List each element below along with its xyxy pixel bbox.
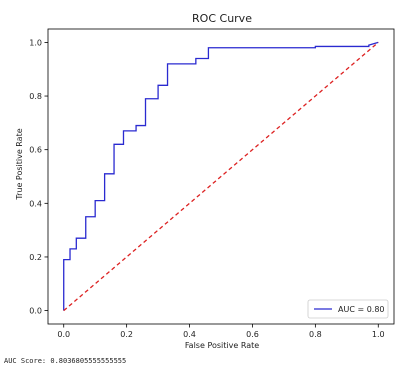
y-tick-label: 1.0	[29, 38, 42, 47]
x-tick-label: 0.2	[120, 330, 133, 339]
plot-frame	[47, 28, 395, 325]
svg-text:True Positive Rate: True Positive Rate	[15, 128, 24, 200]
y-tick-label: 0.4	[29, 199, 42, 208]
roc-chart: ROC Curve True Positive Rate False Posit…	[15, 12, 395, 350]
x-tick-label: 1.0	[372, 330, 385, 339]
auc-score-output: AUC Score: 0.8036805555555555	[4, 357, 127, 365]
plot-area: 0.0 0.2 0.4 0.6 0.8 1.0 0.0 0.2 0.4 0.6 0.8 1.0 AUC …	[29, 28, 395, 339]
x-tick-label: 0.8	[309, 330, 322, 339]
x-tick-label: 0.0	[57, 330, 70, 339]
x-tick-label: 0.4	[183, 330, 196, 339]
y-axis-label: True Positive Rate	[15, 128, 24, 200]
chart-title: ROC Curve	[192, 12, 252, 25]
roc-curve-line	[63, 41, 379, 311]
y-tick-label: 0.8	[29, 92, 42, 101]
y-tick-label: 0.0	[29, 307, 42, 316]
diagonal-reference-line	[63, 41, 379, 312]
legend-label: AUC = 0.80	[338, 305, 385, 314]
x-axis-label: False Positive Rate	[185, 341, 259, 350]
y-tick-label: 0.6	[29, 146, 42, 155]
legend-box	[307, 299, 389, 319]
y-tick-label: 0.2	[29, 253, 42, 262]
x-tick-label: 0.6	[246, 330, 259, 339]
